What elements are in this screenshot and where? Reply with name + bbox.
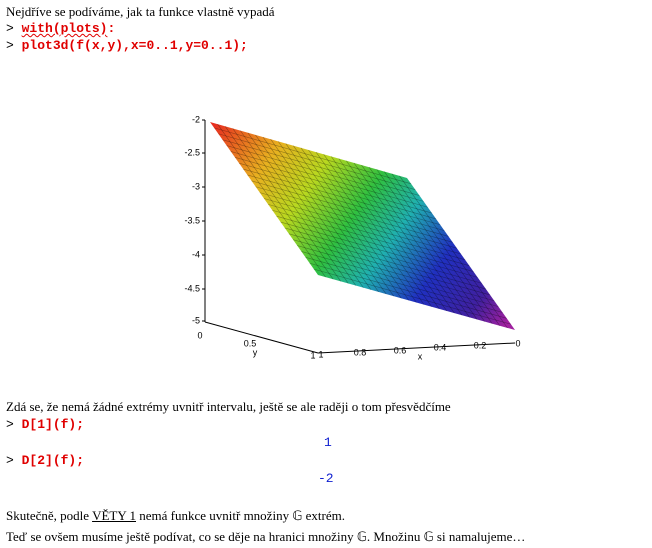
mesh-line [255,134,364,288]
mesh-line [280,221,478,278]
input-code: D[2](f); [21,453,85,468]
plot3d[interactable]: -2 -2.5 -3 -3.5 -4 -4.5 -5 0 0.5 1 y 1 0.8 0.6 0.4 0.2 0… [0,0,652,380]
mesh-line [284,227,482,284]
mesh-line [217,123,326,278]
x-tick-label: 0.2 [474,340,487,350]
next-text: Teď se ovšem musíme ještě podívat, co se… [6,529,526,544]
y-tick-label: 0 [197,330,202,340]
mesh-line [376,169,485,322]
remark-text: Zdá se, že nemá žádné extrémy uvnitř int… [6,399,451,414]
input-code: D[1](f); [21,417,85,432]
input-line[interactable]: > D[1](f); [6,417,84,432]
mesh-line [315,151,425,305]
mesh-line [301,251,499,307]
mesh-line [276,215,474,272]
mesh-line [292,239,491,296]
mesh-line [353,162,463,316]
intro-text: Nejdříve se podíváme, jak ta funkce vlas… [6,4,275,19]
mesh-line [232,128,341,282]
mesh-line [305,257,503,313]
text: Skutečně, podle [6,508,93,523]
prompt: > [6,38,14,53]
mesh-line [263,198,462,255]
mesh-line [330,156,440,310]
mesh-line [214,127,412,185]
surface [210,122,515,330]
mesh-line [218,133,416,190]
mesh-line [262,136,372,290]
input-code: : [107,21,116,36]
output: -2 [318,471,334,486]
input-code: plot3d(f(x,y),x=0..1,y=0..1); [21,38,248,53]
mesh-line [300,147,410,301]
mesh-line [243,168,441,226]
conclusion-text: Skutečně, podle VĚTY 1 nemá funkce uvnit… [6,508,345,524]
mesh-line [277,141,387,295]
y-tick-label: 1 [310,350,315,360]
mesh-line [234,157,433,214]
x-axis [317,342,516,354]
mesh-line [259,192,457,249]
z-tick-label: -2 [192,114,200,124]
mesh-line [384,171,493,324]
y-axis [204,321,319,354]
input-line[interactable]: > plot3d(f(x,y),x=0..1,y=0..1); [6,38,248,53]
mesh-line [308,149,417,303]
x-tick-label: 0.6 [394,345,407,355]
z-tick-label: -4 [192,249,200,259]
y-axis-label: y [253,347,258,357]
z-tick-label: -3 [192,181,200,191]
mesh-line [399,175,508,329]
z-tick-label: -4.5 [184,283,200,293]
mesh-line [346,160,455,314]
mesh-line [247,174,445,231]
prompt: > [6,21,14,36]
z-tick-label: -2.5 [184,147,200,157]
x-tick-label: 0 [515,338,520,348]
mesh-line [297,245,495,302]
y-tick-label: 0.5 [244,338,257,348]
link[interactable]: VĚTY 1 [92,508,136,523]
mesh-line [222,139,420,196]
mesh-line [285,143,395,297]
mesh-line [270,139,379,293]
mesh-line [272,209,470,266]
input-line[interactable]: > D[2](f); [6,453,84,468]
input-line[interactable]: > with(plots): [6,21,115,36]
mesh-line [391,173,501,326]
z-tick-label: -3.5 [184,215,200,225]
mesh-line [309,262,507,319]
text: nemá funkce uvnitř množiny 𝔾 extrém. [136,508,345,523]
mesh-line [288,233,487,290]
mesh-line [255,186,453,243]
mesh-line [247,132,357,286]
mesh-line [238,162,437,220]
mesh-line [368,167,478,320]
mesh-line [313,268,511,325]
input-code: with(plots) [21,21,108,36]
mesh-line [230,151,428,208]
z-tick-label: -5 [192,315,200,325]
mesh-line [323,154,432,307]
mesh-line [293,145,402,299]
mesh-line [226,145,424,202]
prompt: > [6,417,14,432]
mesh-line [224,126,334,280]
mesh-line [361,164,470,318]
x-tick-label: 0.8 [354,347,367,357]
prompt: > [6,453,14,468]
mesh-line [240,130,349,284]
mesh-line [338,158,448,312]
mesh-line [268,204,466,261]
x-tick-label: 0.4 [434,342,447,352]
x-tick-label: 1 [318,349,323,359]
x-axis-label: x [418,351,423,361]
output: 1 [324,435,332,450]
mesh-line [251,180,449,237]
